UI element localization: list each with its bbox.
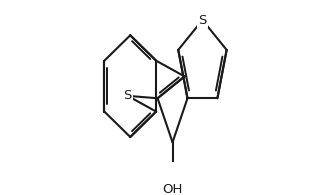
- Text: S: S: [198, 13, 207, 27]
- Text: OH: OH: [162, 183, 183, 195]
- Text: S: S: [123, 89, 132, 102]
